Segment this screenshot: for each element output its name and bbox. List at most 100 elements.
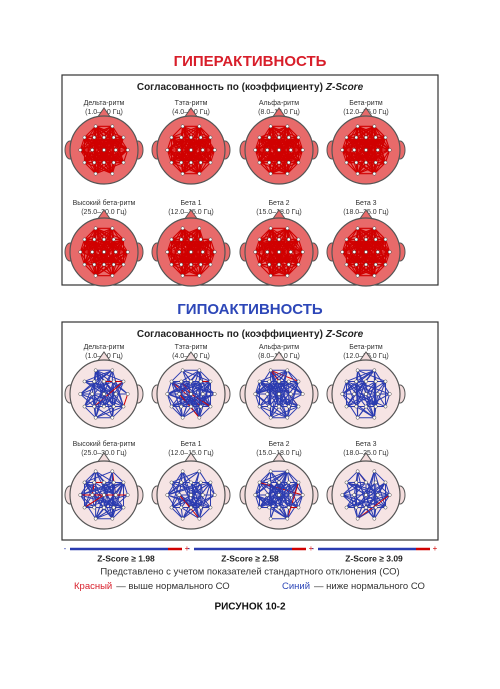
electrode <box>387 148 392 152</box>
connection <box>171 494 203 509</box>
connection <box>80 238 124 253</box>
connection <box>259 481 291 496</box>
electrode <box>267 262 272 267</box>
connection <box>254 381 270 395</box>
connection <box>346 470 358 483</box>
connection <box>84 149 105 164</box>
electrode <box>110 368 115 373</box>
nose <box>96 351 112 363</box>
connection <box>167 481 211 496</box>
connection <box>357 494 390 520</box>
connection <box>182 393 192 418</box>
electrode <box>82 379 87 384</box>
connection <box>171 494 180 508</box>
electrode <box>373 237 378 242</box>
electrode <box>355 368 360 373</box>
electrode <box>165 250 170 254</box>
connection <box>259 149 291 164</box>
connection <box>267 149 290 164</box>
connection <box>80 136 124 151</box>
legend-plus: + <box>309 544 314 553</box>
connection <box>346 369 375 382</box>
electrode <box>375 250 380 254</box>
connection <box>123 393 129 407</box>
band-name: Бета-ритм <box>349 100 383 107</box>
connection <box>92 393 124 408</box>
nose <box>96 452 112 464</box>
connection <box>190 149 211 164</box>
connection <box>341 137 348 151</box>
connection <box>190 393 211 407</box>
connection <box>84 470 113 483</box>
connection <box>355 406 375 419</box>
connection <box>182 162 202 175</box>
connection <box>182 149 192 174</box>
connection <box>190 251 202 265</box>
electrode <box>372 273 377 278</box>
connection <box>79 137 86 151</box>
connection <box>259 482 280 496</box>
connection <box>259 149 268 163</box>
connection <box>171 125 200 138</box>
connection <box>259 369 288 382</box>
electrode <box>265 250 270 254</box>
electrode <box>102 160 106 165</box>
connection <box>259 393 280 407</box>
connection <box>254 137 270 151</box>
electrode <box>286 404 291 409</box>
connection <box>91 393 105 407</box>
electrode <box>364 480 368 485</box>
electrode <box>212 148 217 152</box>
connection <box>171 162 184 175</box>
connection <box>182 406 202 419</box>
connection <box>346 162 359 175</box>
connection <box>286 406 290 418</box>
electrode <box>208 262 213 267</box>
connection <box>259 406 271 419</box>
electrode <box>364 379 368 384</box>
connection <box>267 494 299 509</box>
electrode <box>364 250 368 254</box>
band-name: Бета 1 <box>180 200 201 207</box>
connection <box>298 482 304 496</box>
red-label: Красный <box>74 581 112 592</box>
connection <box>357 149 367 174</box>
electrode <box>82 237 87 242</box>
electrode <box>82 135 87 140</box>
connection <box>286 149 304 174</box>
electrode <box>82 262 87 267</box>
connection <box>166 471 184 496</box>
connection <box>80 380 114 395</box>
connection <box>112 507 124 520</box>
electrode <box>355 415 360 420</box>
connection <box>341 239 348 253</box>
connection <box>95 507 105 519</box>
head-map <box>151 351 231 429</box>
connection <box>268 393 280 407</box>
connection <box>198 162 211 175</box>
electrode <box>364 135 368 140</box>
connection <box>286 494 304 519</box>
connection <box>259 494 291 509</box>
connection <box>254 137 261 151</box>
connection <box>171 264 184 277</box>
connection <box>254 482 270 496</box>
connection <box>111 264 115 276</box>
electrode <box>92 404 97 409</box>
electrode <box>286 262 291 267</box>
electrode <box>110 415 115 420</box>
electrode <box>189 404 193 409</box>
blue-text: — ниже нормального СО <box>314 581 425 592</box>
connection <box>190 494 215 508</box>
connection <box>254 149 261 163</box>
electrode <box>383 237 388 242</box>
connection <box>166 251 173 265</box>
electrode <box>277 505 281 510</box>
connection <box>181 393 215 408</box>
connection <box>267 482 290 496</box>
connection <box>373 370 391 395</box>
connection <box>278 494 299 508</box>
connection <box>278 149 299 164</box>
connection <box>190 149 202 163</box>
connection <box>278 381 299 395</box>
